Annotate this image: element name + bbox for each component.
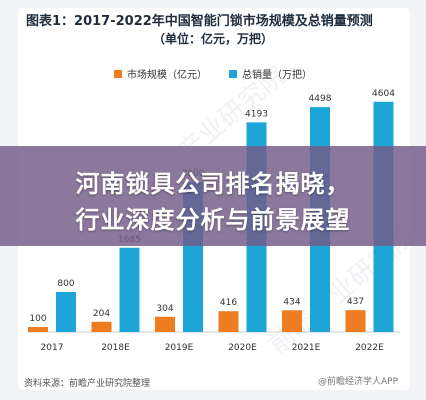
- chart-legend: 市场规模（亿元） 总销量（万把）: [0, 66, 426, 81]
- legend-swatch-market-size: [114, 69, 122, 78]
- x-tick-label-2020E: 2020E: [228, 343, 257, 353]
- legend-item-sales-volume: 总销量（万把）: [229, 66, 312, 81]
- data-label-market-size-2020E: 416: [220, 298, 237, 308]
- bar-market-size-2022E: [345, 310, 366, 332]
- data-label-market-size-2018E: 204: [93, 309, 110, 319]
- data-label-market-size-2017: 100: [29, 314, 46, 324]
- data-label-market-size-2021E: 434: [283, 297, 300, 307]
- legend-label-market-size: 市场规模（亿元）: [127, 70, 207, 81]
- bar-market-size-2020E: [218, 311, 239, 332]
- bar-market-size-2019E: [155, 316, 175, 332]
- legend-item-market-size: 市场规模（亿元）: [114, 66, 207, 81]
- bar-market-size-2018E: [91, 321, 112, 332]
- source-note: 资料来源：前瞻产业研究院整理: [24, 379, 151, 389]
- banner-headline-line2: 行业深度分析与前景展望: [75, 206, 351, 234]
- publisher-logo-text: @前瞻经济学人APP: [318, 377, 399, 387]
- bar-market-size-2017: [28, 327, 48, 332]
- legend-label-sales-volume: 总销量（万把）: [242, 70, 312, 81]
- bar-sales-volume-2018E: [119, 247, 140, 332]
- x-tick-label-2018E: 2018E: [101, 343, 130, 353]
- x-tick-label-2017: 2017: [41, 343, 64, 353]
- data-label-sales-volume-2021E: 4498: [309, 94, 332, 104]
- chart-subtitle: （单位：亿元，万把）: [152, 32, 273, 46]
- data-label-sales-volume-2022E: 4604: [372, 89, 395, 99]
- banner-headline-line1: 河南锁具公司排名揭晓，: [75, 170, 351, 198]
- data-label-sales-volume-2017: 800: [57, 279, 74, 289]
- overlay-banner: 河南锁具公司排名揭晓， 行业深度分析与前景展望: [0, 146, 426, 246]
- x-tick-label-2021E: 2021E: [292, 343, 321, 353]
- legend-swatch-sales-volume: [229, 69, 237, 78]
- chart-title: 图表1：2017-2022年中国智能门锁市场规模及总销量预测: [26, 14, 373, 29]
- bar-market-size-2021E: [282, 310, 302, 332]
- x-tick-label-2022E: 2022E: [355, 343, 384, 353]
- data-label-market-size-2019E: 304: [156, 304, 173, 314]
- data-label-sales-volume-2020E: 4193: [245, 109, 268, 119]
- x-tick-label-2019E: 2019E: [165, 343, 194, 353]
- data-label-market-size-2022E: 437: [347, 297, 364, 307]
- bar-sales-volume-2017: [56, 292, 76, 332]
